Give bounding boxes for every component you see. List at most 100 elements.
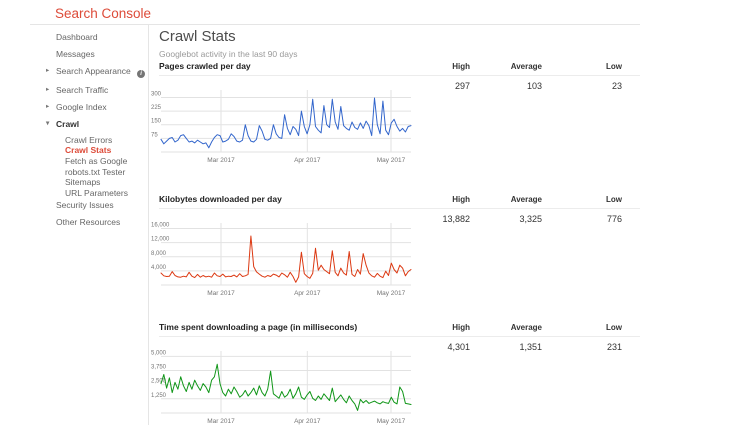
sidebar-item-robots-txt-tester[interactable]: robots.txt Tester xyxy=(40,166,148,177)
stats-headers: High Average Low xyxy=(414,323,622,332)
stats-values: 297 103 23 xyxy=(159,81,622,91)
sidebar-item-label: Security Issues xyxy=(56,199,114,210)
sidebar-item-label: Crawl Errors xyxy=(65,134,113,145)
pages-crawled-chart: 75 150 225 300 Mar 2017 Apr 2017 May 2017 xyxy=(151,86,413,170)
low-header: Low xyxy=(606,62,622,71)
y-axis-tick-label: 12,000 xyxy=(151,237,170,243)
y-axis-tick-label: 300 xyxy=(151,92,162,98)
high-value: 4,301 xyxy=(447,342,470,352)
low-value: 776 xyxy=(606,214,622,224)
line-series xyxy=(160,97,412,149)
chevron-right-icon: ▸ xyxy=(46,86,50,94)
average-header: Average xyxy=(510,195,542,204)
average-value: 3,325 xyxy=(519,214,542,224)
low-header: Low xyxy=(606,195,622,204)
sidebar-item-label: Crawl Stats xyxy=(65,145,112,156)
chevron-right-icon: ▸ xyxy=(46,103,50,111)
high-header: High xyxy=(452,195,470,204)
x-axis-tick-label: May 2017 xyxy=(377,157,406,164)
header-divider xyxy=(30,24,640,25)
kilobytes-downloaded-section: Kilobytes downloaded per day High Averag… xyxy=(151,194,640,297)
stats-headers: High Average Low xyxy=(414,195,622,204)
x-axis-tick-label: May 2017 xyxy=(377,290,406,297)
high-header: High xyxy=(452,323,470,332)
sidebar-item-label: Google Index xyxy=(56,102,107,113)
sidebar-item-search-appearance[interactable]: ▸ Search Appearance i xyxy=(40,65,148,78)
sidebar-item-label: Messages xyxy=(56,48,95,59)
sidebar-item-search-traffic[interactable]: ▸ Search Traffic xyxy=(40,85,148,96)
sidebar-item-fetch-as-google[interactable]: Fetch as Google xyxy=(40,155,148,166)
chevron-right-icon: ▸ xyxy=(46,66,50,74)
average-value: 1,351 xyxy=(519,342,542,352)
line-chart-svg: 1,250 2,500 3,750 5,000 Mar 2017 Apr 2017 May … xyxy=(151,350,412,425)
page-subtitle: Googlebot activity in the last 90 days xyxy=(159,49,298,59)
x-axis-tick-label: Apr 2017 xyxy=(294,157,321,164)
chart-title: Pages crawled per day xyxy=(159,61,251,71)
chart-title: Time spent downloading a page (in millis… xyxy=(159,322,358,332)
low-header: Low xyxy=(606,323,622,332)
x-axis-tick-label: Mar 2017 xyxy=(207,418,235,425)
line-series xyxy=(160,235,412,283)
high-header: High xyxy=(452,62,470,71)
x-axis-tick-label: Apr 2017 xyxy=(294,290,321,297)
y-axis-tick-label: 75 xyxy=(151,132,158,138)
sidebar-item-label: robots.txt Tester xyxy=(65,166,126,177)
section-header: Kilobytes downloaded per day High Averag… xyxy=(159,194,640,209)
sidebar-item-crawl-errors[interactable]: Crawl Errors xyxy=(40,134,148,145)
pages-crawled-section: Pages crawled per day High Average Low 2… xyxy=(151,61,640,164)
line-chart-svg: 75 150 225 300 Mar 2017 Apr 2017 May 2017 xyxy=(151,90,412,164)
app-header: Search Console xyxy=(55,5,151,23)
y-axis-tick-label: 5,000 xyxy=(151,350,167,356)
high-value: 13,882 xyxy=(442,214,470,224)
sidebar-item-url-parameters[interactable]: URL Parameters xyxy=(40,189,148,198)
sidebar-item-label: Other Resources xyxy=(56,216,121,227)
chart-title: Kilobytes downloaded per day xyxy=(159,194,282,204)
kilobytes-downloaded-chart: 4,000 8,000 12,000 16,000 Mar 2017 Apr 2017 Ma… xyxy=(151,219,413,303)
y-axis-tick-label: 225 xyxy=(151,105,162,111)
section-header: Time spent downloading a page (in millis… xyxy=(159,322,640,337)
x-axis-tick-label: Mar 2017 xyxy=(207,157,235,164)
low-value: 231 xyxy=(606,342,622,352)
sidebar-item-messages[interactable]: Messages xyxy=(40,48,148,59)
sidebar-item-label: Search Appearance xyxy=(56,65,131,76)
sidebar-item-google-index[interactable]: ▸ Google Index xyxy=(40,102,148,113)
line-chart-svg: 4,000 8,000 12,000 16,000 Mar 2017 Apr 2017 Ma… xyxy=(151,223,412,297)
stats-values: 13,882 3,325 776 xyxy=(159,214,622,224)
stats-values: 4,301 1,351 231 xyxy=(159,342,622,352)
average-header: Average xyxy=(510,62,542,71)
line-series xyxy=(160,363,412,411)
sidebar-item-other-resources[interactable]: Other Resources xyxy=(40,216,148,227)
download-time-chart: 1,250 2,500 3,750 5,000 Mar 2017 Apr 2017 May … xyxy=(151,347,413,425)
sidebar-item-label: Fetch as Google xyxy=(65,155,128,166)
sidebar-item-label: Crawl xyxy=(56,118,80,129)
y-axis-tick-label: 4,000 xyxy=(151,265,167,271)
stats-headers: High Average Low xyxy=(414,62,622,71)
sidebar-item-crawl[interactable]: ▾ Crawl xyxy=(40,118,148,129)
sidebar-item-security-issues[interactable]: Security Issues xyxy=(40,199,148,210)
average-value: 103 xyxy=(526,81,542,91)
average-header: Average xyxy=(510,323,542,332)
section-header: Pages crawled per day High Average Low xyxy=(159,61,640,76)
sidebar: Dashboard Messages ▸ Search Appearance i… xyxy=(40,33,148,235)
sidebar-item-label: Dashboard xyxy=(56,32,98,42)
y-axis-tick-label: 3,750 xyxy=(151,365,167,371)
info-icon[interactable]: i xyxy=(137,69,146,78)
page-title: Crawl Stats xyxy=(159,28,236,45)
y-axis-tick-label: 8,000 xyxy=(151,251,167,257)
y-axis-tick-label: 150 xyxy=(151,119,162,125)
sidebar-item-dashboard[interactable]: Dashboard xyxy=(40,32,148,42)
app-title[interactable]: Search Console xyxy=(55,6,152,21)
sidebar-item-label: Search Traffic xyxy=(56,85,109,96)
y-axis-tick-label: 1,250 xyxy=(151,393,167,399)
chevron-down-icon: ▾ xyxy=(46,119,50,127)
x-axis-tick-label: Apr 2017 xyxy=(294,418,321,425)
main-content: Crawl Stats Googlebot activity in the la… xyxy=(151,28,640,425)
high-value: 297 xyxy=(454,81,470,91)
sidebar-item-crawl-stats[interactable]: Crawl Stats xyxy=(40,145,148,156)
download-time-section: Time spent downloading a page (in millis… xyxy=(151,322,640,425)
sidebar-item-sitemaps[interactable]: Sitemaps xyxy=(40,178,148,187)
x-axis-tick-label: Mar 2017 xyxy=(207,290,235,297)
low-value: 23 xyxy=(611,81,622,91)
y-axis-tick-label: 16,000 xyxy=(151,223,170,229)
